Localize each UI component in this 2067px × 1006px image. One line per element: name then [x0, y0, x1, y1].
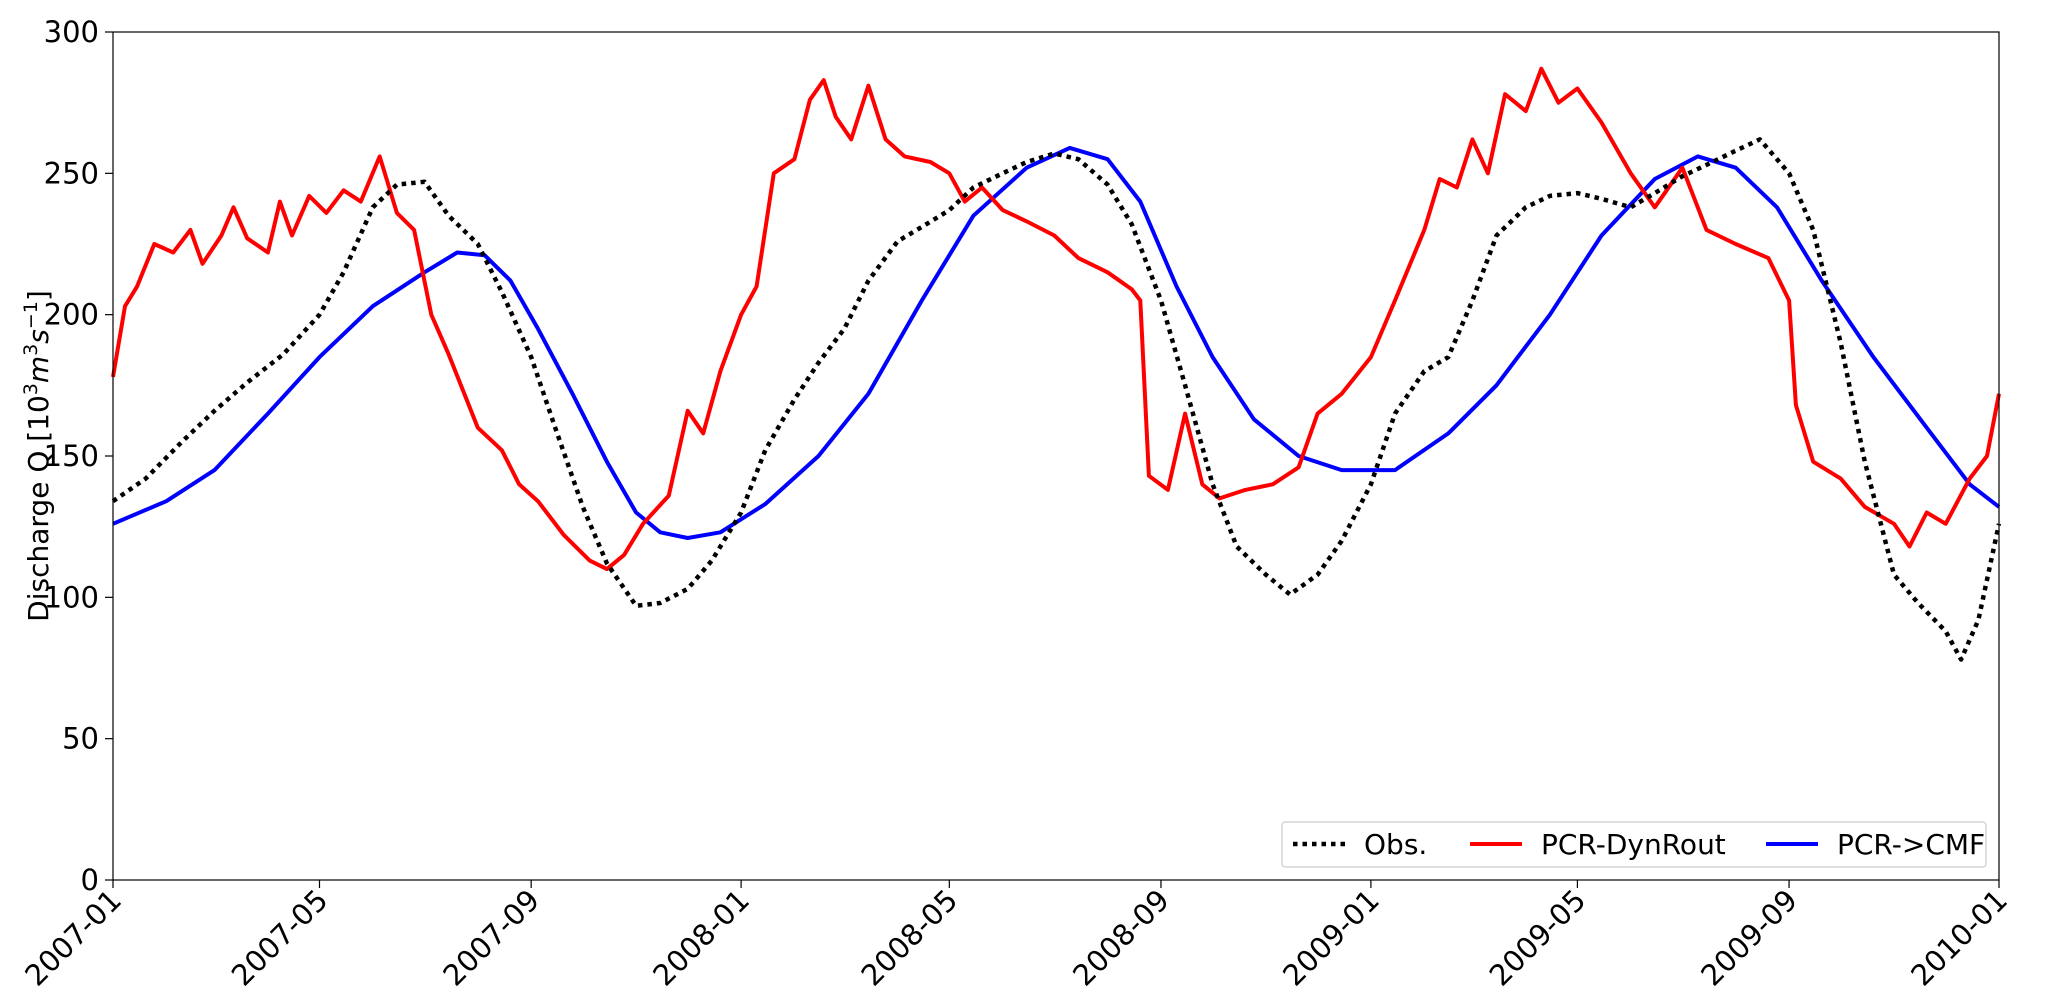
x-tick-label: 2009-05	[1483, 883, 1593, 993]
x-tick-label: 2008-05	[855, 883, 965, 993]
series-layer	[111, 66, 2002, 662]
x-axis: 2007-01 2007-05 2007-09 2008-01 2008-05 2008-…	[18, 880, 2014, 993]
y-axis-label-end: ]	[22, 290, 55, 301]
y-axis-label-sup1: 3	[20, 383, 42, 395]
x-tick-label: 2010-01	[1904, 883, 2014, 993]
y-tick-label: 150	[44, 439, 99, 473]
y-tick-label: 200	[44, 298, 99, 332]
legend: Obs. PCR-DynRout PCR->CMF	[1281, 821, 1987, 868]
x-tick-label: 2007-09	[436, 883, 546, 993]
y-axis-label-s: s	[22, 329, 55, 344]
y-axis-label-main: Discharge Q [10	[22, 395, 55, 622]
series-line-pcr-cmf	[112, 145, 2001, 540]
x-tick-label: 2009-01	[1276, 883, 1386, 993]
x-tick-label: 2008-09	[1066, 883, 1176, 993]
legend-label-obs: Obs.	[1364, 828, 1427, 861]
x-tick-label: 2009-09	[1694, 883, 1804, 993]
legend-box	[1281, 821, 1987, 868]
series-line-pcr-dynrout	[111, 66, 2001, 572]
y-axis: 0 50 100 150 200 250 300	[44, 15, 113, 897]
y-axis-label-sup3: −1	[20, 301, 42, 329]
y-tick-label: 0	[81, 863, 99, 897]
y-axis-label-sup2: 3	[20, 344, 42, 356]
y-tick-label: 50	[62, 722, 99, 756]
x-tick-label: 2007-05	[225, 883, 335, 993]
y-tick-label: 300	[44, 15, 99, 49]
y-axis-label: Discharge Q [103m3s−1]	[20, 290, 55, 622]
y-tick-label: 100	[44, 580, 99, 614]
y-tick-label: 250	[44, 156, 99, 190]
x-tick-label: 2008-01	[646, 883, 756, 993]
legend-label-pcr-dynrout: PCR-DynRout	[1541, 828, 1726, 861]
x-tick-label: 2007-01	[18, 883, 128, 993]
legend-label-pcr-cmf: PCR->CMF	[1837, 828, 1985, 861]
y-axis-label-m: m	[22, 356, 55, 383]
series-line-obs	[111, 137, 2002, 662]
